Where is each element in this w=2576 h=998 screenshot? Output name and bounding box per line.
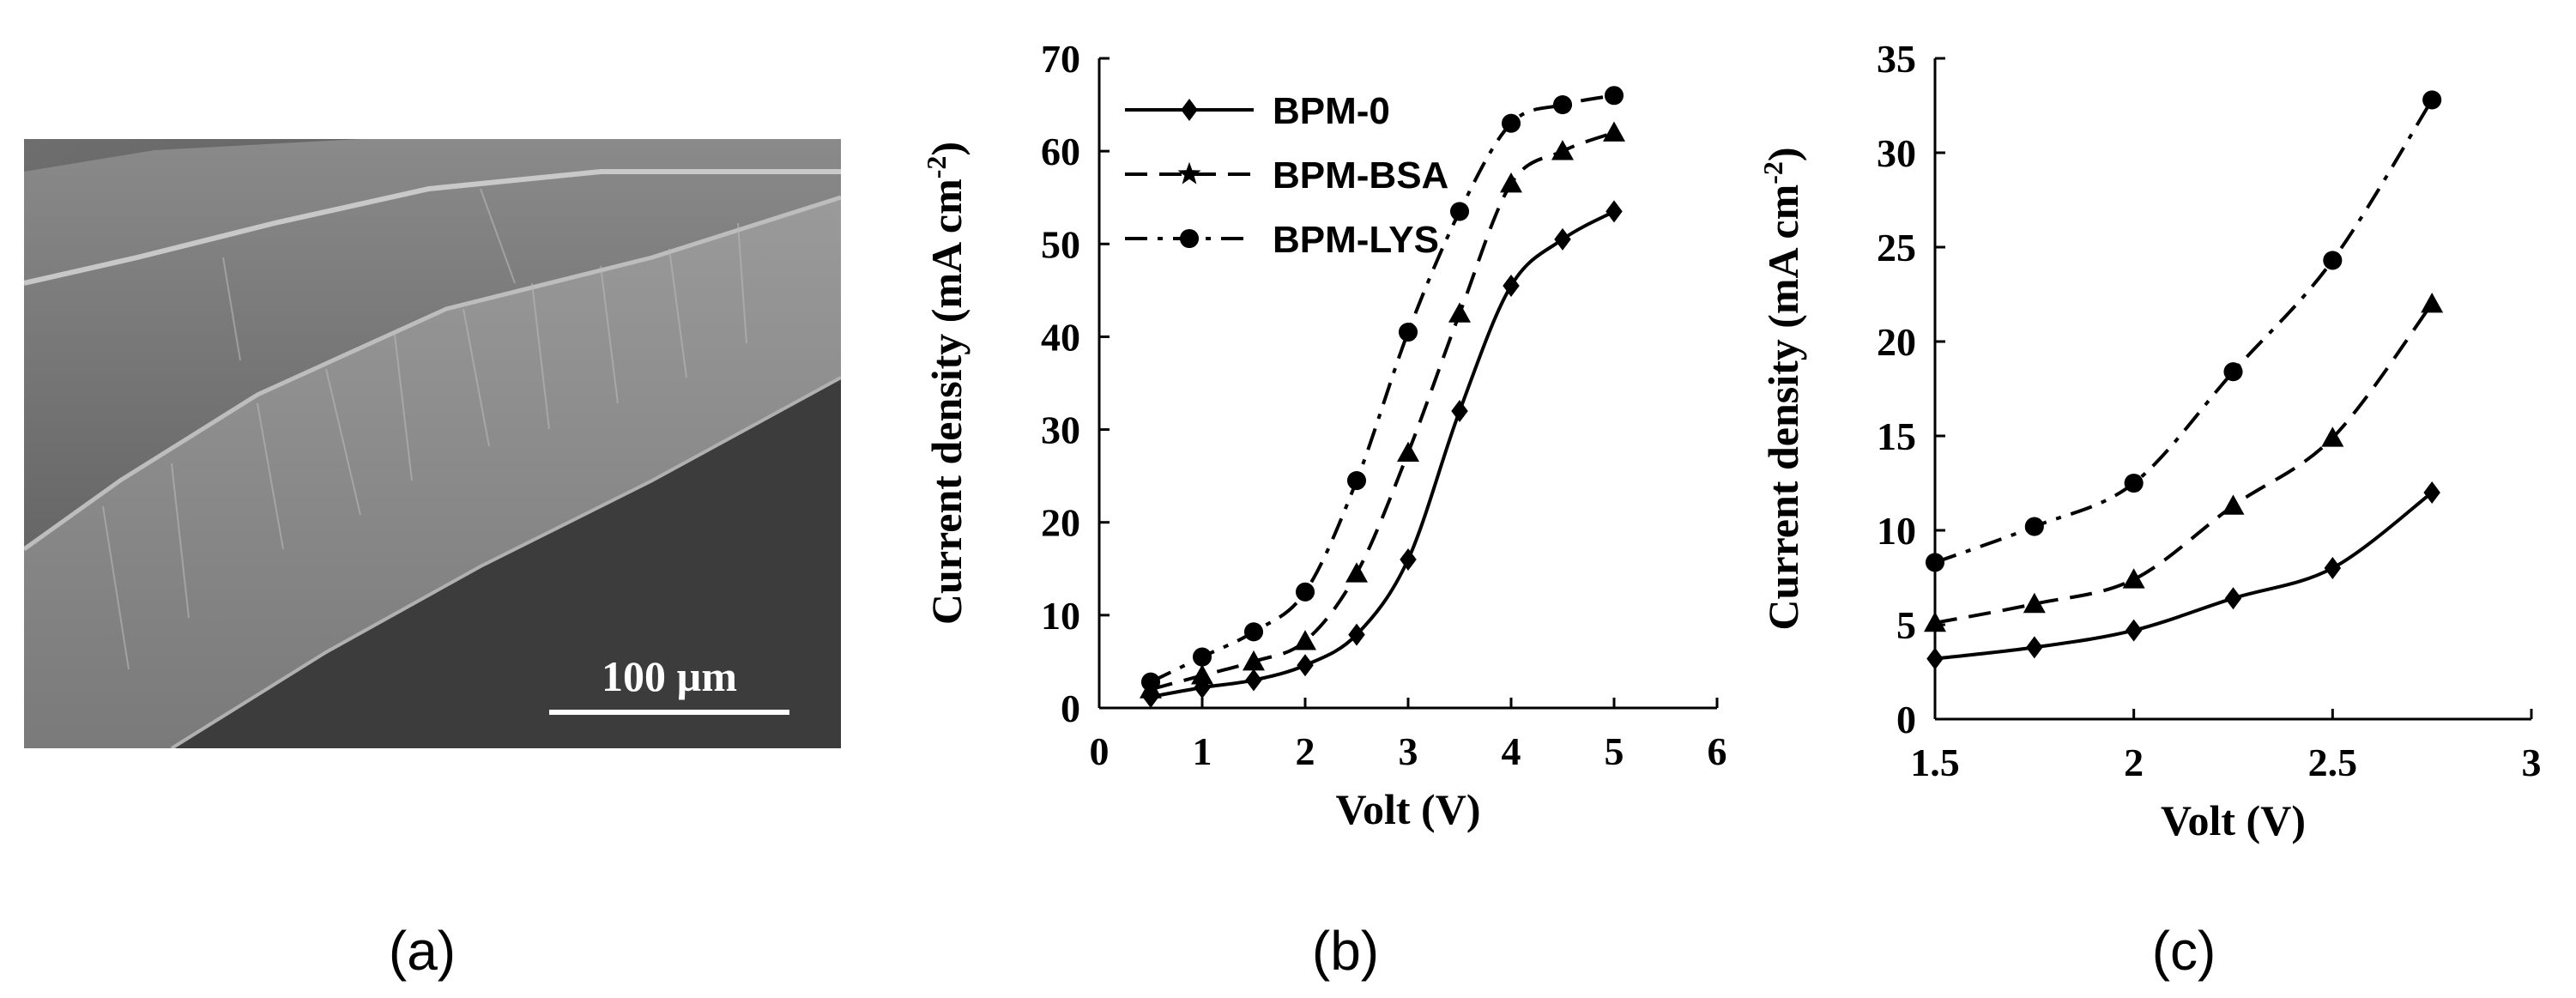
legend-label: BPM-LYS bbox=[1273, 219, 1439, 261]
y-tick-label: 20 bbox=[1041, 501, 1080, 545]
data-point-bpm-lys bbox=[2323, 251, 2343, 270]
x-tick-label: 6 bbox=[1708, 729, 1727, 773]
y-tick-label: 60 bbox=[1041, 130, 1080, 173]
data-point-bpm-bsa bbox=[1500, 172, 1522, 193]
data-point-bpm-0 bbox=[1503, 274, 1520, 297]
y-tick-label: 0 bbox=[1896, 698, 1916, 741]
data-point-bpm-lys bbox=[1501, 113, 1521, 133]
data-point-bpm-lys bbox=[2223, 362, 2243, 382]
x-tick-label: 3 bbox=[1399, 729, 1418, 773]
data-point-bpm-0 bbox=[1297, 654, 1314, 677]
y-axis-label: Current density (mA cm-2) bbox=[1757, 147, 1807, 630]
data-point-bpm-lys bbox=[1140, 672, 1161, 692]
x-tick-label: 2 bbox=[1296, 729, 1315, 773]
data-point-bpm-bsa bbox=[2122, 568, 2145, 589]
data-point-bpm-0 bbox=[1554, 227, 1571, 251]
data-point-bpm-bsa bbox=[1345, 562, 1368, 583]
y-tick-label: 40 bbox=[1041, 315, 1080, 359]
panel-label-b: (b) bbox=[1312, 920, 1379, 982]
data-point-bpm-bsa bbox=[2023, 592, 2046, 614]
panel-label-c: (c) bbox=[2152, 920, 2216, 982]
data-point-bpm-0 bbox=[2324, 557, 2342, 579]
x-tick-label: 2.5 bbox=[2308, 741, 2358, 784]
y-tick-label: 35 bbox=[1877, 37, 1916, 81]
legend-marker bbox=[1181, 99, 1198, 121]
y-tick-label: 5 bbox=[1896, 603, 1916, 647]
legend-marker bbox=[1177, 161, 1201, 184]
data-point-bpm-bsa bbox=[1294, 630, 1316, 650]
data-point-bpm-bsa bbox=[1924, 611, 1946, 632]
series-line-bpm-lys bbox=[1934, 99, 2434, 565]
data-point-bpm-bsa bbox=[1551, 140, 1574, 160]
legend-label: BPM-0 bbox=[1273, 90, 1390, 132]
x-tick-label: 2 bbox=[2124, 741, 2144, 784]
y-tick-label: 70 bbox=[1041, 37, 1080, 81]
data-point-bpm-lys bbox=[1604, 86, 1624, 106]
series-line-bpm-lys bbox=[1150, 94, 1615, 684]
data-point-bpm-bsa bbox=[2222, 494, 2245, 515]
scale-bar-label: 100 µm bbox=[602, 652, 737, 700]
data-point-bpm-bsa bbox=[2321, 426, 2344, 447]
data-point-bpm-lys bbox=[1552, 95, 1573, 115]
data-point-bpm-0 bbox=[2423, 481, 2440, 504]
data-point-bpm-bsa bbox=[1603, 121, 1625, 142]
data-point-bpm-lys bbox=[1398, 322, 1418, 342]
y-tick-label: 30 bbox=[1041, 408, 1080, 452]
data-point-bpm-0 bbox=[2224, 587, 2242, 610]
data-point-bpm-0 bbox=[1451, 399, 1468, 422]
data-point-bpm-bsa bbox=[2421, 293, 2444, 313]
data-point-bpm-0 bbox=[1605, 200, 1623, 223]
data-point-bpm-0 bbox=[1245, 668, 1262, 692]
data-point-bpm-lys bbox=[1295, 582, 1315, 602]
data-point-bpm-0 bbox=[1400, 547, 1417, 571]
data-point-bpm-lys bbox=[2124, 473, 2144, 493]
x-tick-label: 4 bbox=[1502, 729, 1521, 773]
y-tick-label: 50 bbox=[1041, 222, 1080, 266]
data-point-bpm-lys bbox=[1192, 647, 1212, 667]
x-axis-label: Volt (V) bbox=[2161, 796, 2306, 844]
data-point-bpm-lys bbox=[1925, 553, 1945, 572]
x-tick-label: 5 bbox=[1605, 729, 1624, 773]
series-line-bpm-0 bbox=[1150, 209, 1615, 699]
data-point-bpm-bsa bbox=[1191, 664, 1213, 685]
series-line-bpm-bsa bbox=[1934, 302, 2434, 625]
y-tick-label: 10 bbox=[1877, 509, 1916, 553]
x-tick-label: 3 bbox=[2522, 741, 2542, 784]
sem-micrograph: 100 µm bbox=[24, 139, 841, 748]
data-point-bpm-bsa bbox=[1448, 302, 1471, 323]
legend-marker bbox=[1179, 228, 1200, 249]
y-tick-label: 10 bbox=[1041, 594, 1080, 638]
data-point-bpm-lys bbox=[1449, 202, 1470, 221]
x-axis-label: Volt (V) bbox=[1336, 785, 1481, 833]
y-axis-label: Current density (mA cm-2) bbox=[921, 142, 971, 625]
panel-label-a: (a) bbox=[389, 920, 456, 982]
y-tick-label: 25 bbox=[1877, 226, 1916, 269]
x-tick-label: 0 bbox=[1090, 729, 1110, 773]
y-tick-label: 20 bbox=[1877, 320, 1916, 364]
data-point-bpm-lys bbox=[1346, 471, 1367, 491]
x-tick-label: 1 bbox=[1193, 729, 1212, 773]
data-point-bpm-bsa bbox=[1397, 441, 1419, 463]
y-tick-label: 30 bbox=[1877, 131, 1916, 175]
x-tick-label: 1.5 bbox=[1910, 741, 1960, 784]
data-point-bpm-lys bbox=[2422, 90, 2442, 110]
data-point-bpm-0 bbox=[2026, 636, 2043, 659]
data-point-bpm-bsa bbox=[1243, 650, 1265, 671]
legend-label: BPM-BSA bbox=[1273, 154, 1448, 197]
data-point-bpm-0 bbox=[1348, 623, 1365, 646]
series-line-bpm-0 bbox=[1934, 491, 2434, 661]
y-tick-label: 0 bbox=[1061, 687, 1080, 730]
data-point-bpm-lys bbox=[1243, 622, 1264, 642]
data-point-bpm-lys bbox=[2024, 517, 2044, 536]
chart-c: 0 5 10 15 20 25 30 35 1.5 2 2.5 3 Volt (V) Current de… bbox=[1757, 37, 2542, 844]
data-point-bpm-0 bbox=[2125, 619, 2143, 642]
y-tick-label: 15 bbox=[1877, 414, 1916, 458]
chart-b: 0 10 20 30 40 50 60 70 0 1 2 3 4 5 6 Volt (V) Current de… bbox=[921, 37, 1727, 833]
data-point-bpm-0 bbox=[1926, 647, 1944, 670]
